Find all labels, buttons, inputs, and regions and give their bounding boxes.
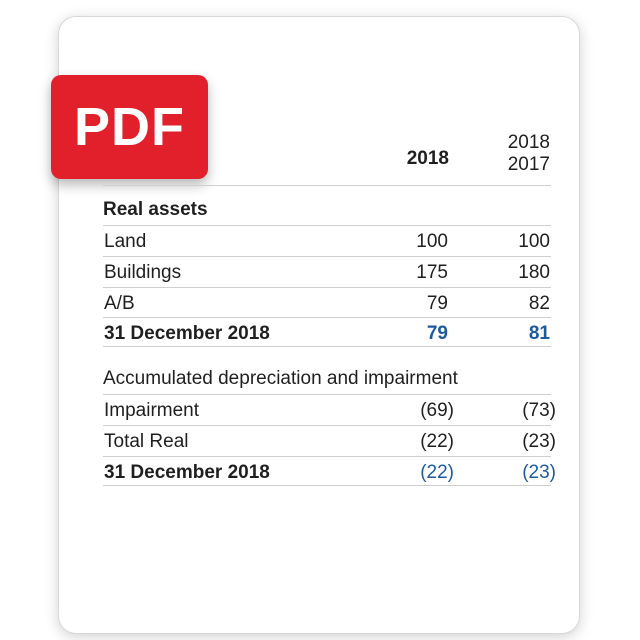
row-label: Buildings [104,262,182,283]
row-value-2017: 180 [518,262,550,283]
column-header-2018-2017: 2018 2017 [470,132,550,176]
row-value-2017: (73) [522,400,556,421]
table-row-total-real: Total Real (22) (23) [103,425,556,455]
table-row-total-real-assets: 31 December 2018 79 81 [103,317,551,347]
column-header-line-2: 2017 [507,154,550,175]
row-value-2017: (23) [522,431,556,452]
table-row-ab: A/B 79 82 [103,287,551,317]
row-value-2017: 100 [518,231,550,252]
table-row-buildings: Buildings 175 180 [103,256,551,286]
table-row-total-depreciation: 31 December 2018 (22) (23) [103,456,556,486]
row-value-2017: (23) [522,462,556,483]
row-value-2018: (22) [420,462,454,483]
row-value-2017: 81 [528,323,550,344]
column-header-2018: 2018 [406,148,449,169]
section-title-real-assets: Real assets [103,199,208,220]
row-value-2018: 100 [416,231,448,252]
table-row-land: Land 100 100 [103,225,551,255]
row-label: Land [104,231,147,252]
column-header-line-1: 2018 [507,132,550,153]
row-value-2018: 79 [426,323,448,344]
row-label: Total Real [104,431,189,452]
row-value-2018: (69) [420,400,454,421]
section-title-depreciation: Accumulated depreciation and impairment [103,368,458,389]
row-label: A/B [104,293,135,314]
row-label: 31 December 2018 [104,323,270,344]
row-value-2017: 82 [528,293,550,314]
header-divider [103,185,551,186]
row-value-2018: 79 [426,293,448,314]
row-value-2018: (22) [420,431,454,452]
row-label: Impairment [104,400,200,421]
row-value-2018: 175 [416,262,448,283]
pdf-badge-icon: PDF [51,75,208,179]
row-label: 31 December 2018 [104,462,270,483]
table-row-impairment: Impairment (69) (73) [103,394,556,424]
